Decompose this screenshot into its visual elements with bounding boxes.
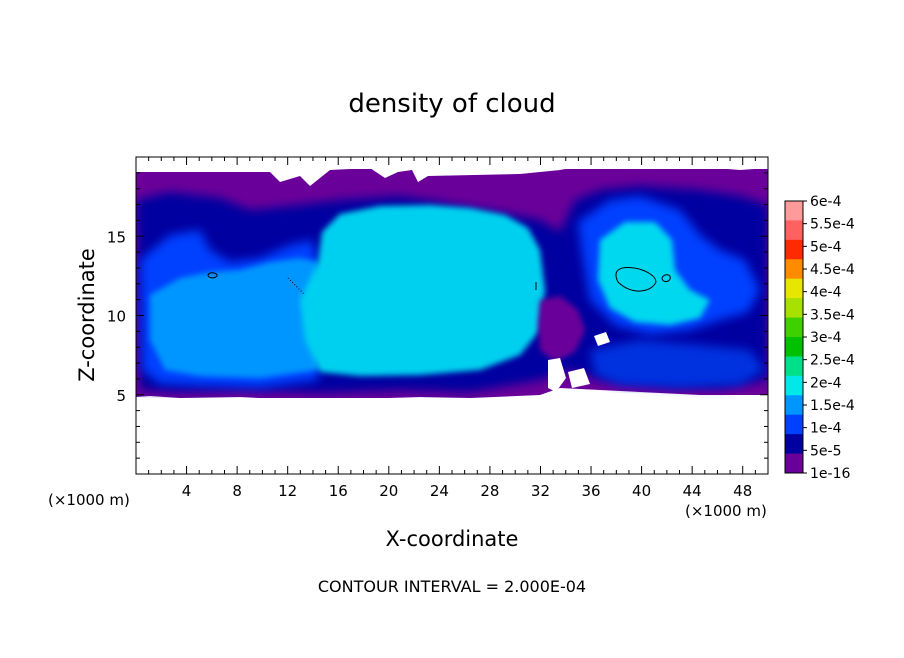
cloud-gap-right (548, 358, 566, 392)
cloud-purple-notch (538, 296, 585, 362)
colorbar-label: 4e-4 (810, 285, 842, 301)
cloud-core (300, 205, 545, 376)
colorbar-swatch (785, 201, 803, 221)
colorbar-label: 6e-4 (810, 194, 842, 210)
colorbar-swatch (785, 414, 803, 435)
x-tick-label: 48 (733, 482, 752, 500)
colorbar-swatch (785, 259, 803, 280)
colorbar: 6e-4 5.5e-4 5e-4 4.5e-4 4e-4 3.5e-4 3e-4 2.5e-4… (784, 194, 855, 482)
colorbar-swatch (785, 298, 803, 319)
cloud-free-top (136, 157, 768, 169)
x-tick-label: 12 (278, 482, 297, 500)
contour-interval-note: CONTOUR INTERVAL = 2.000E-04 (318, 577, 586, 596)
colorbar-swatch (785, 434, 803, 455)
cloud-core-right (598, 222, 710, 325)
x-tick-label: 8 (232, 482, 242, 500)
colorbar-label: 1e-4 (810, 421, 842, 437)
colorbar-swatch (785, 337, 803, 357)
colorbar-label: 5e-5 (810, 443, 841, 459)
x-tick-label: 24 (430, 482, 449, 500)
colorbar-label: 4.5e-4 (810, 262, 855, 278)
cloud-lowerright-blue (590, 340, 765, 388)
colorbar-label: 5.5e-4 (810, 217, 855, 233)
x-axis-unit-label-right: (×1000 m) (685, 502, 767, 520)
contour-left-small (207, 272, 218, 279)
y-axis-label: Z-coordinate (75, 248, 99, 382)
x-tick-label: 32 (531, 482, 550, 500)
colorbar-swatch (785, 278, 803, 299)
colorbar-label: 1.5e-4 (810, 398, 855, 414)
colorbar-swatch (785, 239, 803, 260)
chart-title: density of cloud (348, 89, 555, 119)
y-tick-label: 10 (107, 308, 126, 326)
cloud-cyan-left (150, 258, 318, 378)
x-axis-label: X-coordinate (386, 527, 519, 551)
x-tick-label: 40 (632, 482, 651, 500)
contour-streak (287, 277, 306, 296)
x-tick-label: 28 (480, 482, 499, 500)
x-tick-label: 20 (379, 482, 398, 500)
colorbar-swatch (785, 453, 803, 474)
colorbar-label: 3e-4 (810, 330, 842, 346)
x-axis-unit-label-left: (×1000 m) (48, 491, 130, 509)
y-axis-ticks: 5 10 15 (107, 172, 768, 459)
cloud-free-bottom (136, 398, 768, 474)
colorbar-swatch (785, 220, 803, 241)
colorbar-label: 2.5e-4 (810, 353, 855, 369)
x-tick-label: 44 (683, 482, 702, 500)
colorbar-swatch (785, 356, 803, 377)
colorbar-swatch (785, 395, 803, 416)
y-tick-label: 15 (107, 228, 126, 246)
contour-right-main (615, 267, 657, 292)
colorbar-swatch (785, 317, 803, 338)
colorbar-label: 2e-4 (810, 375, 842, 391)
plot-field (136, 157, 768, 474)
colorbar-label: 3.5e-4 (810, 307, 855, 323)
y-tick-label: 5 (116, 387, 126, 405)
contour-lines (207, 267, 671, 296)
colorbar-label: 1e-16 (810, 466, 850, 482)
colorbar-swatch (785, 375, 803, 396)
contour-right-small (661, 274, 671, 282)
x-tick-label: 36 (581, 482, 600, 500)
x-tick-label: 16 (329, 482, 348, 500)
x-axis-ticks: 4 8 12 16 20 24 28 32 36 40 44 48 (148, 157, 756, 500)
cloud-gap-small (594, 332, 610, 346)
x-tick-label: 4 (182, 482, 192, 500)
colorbar-label: 5e-4 (810, 239, 842, 255)
cloud-gap-lowright (568, 368, 590, 388)
